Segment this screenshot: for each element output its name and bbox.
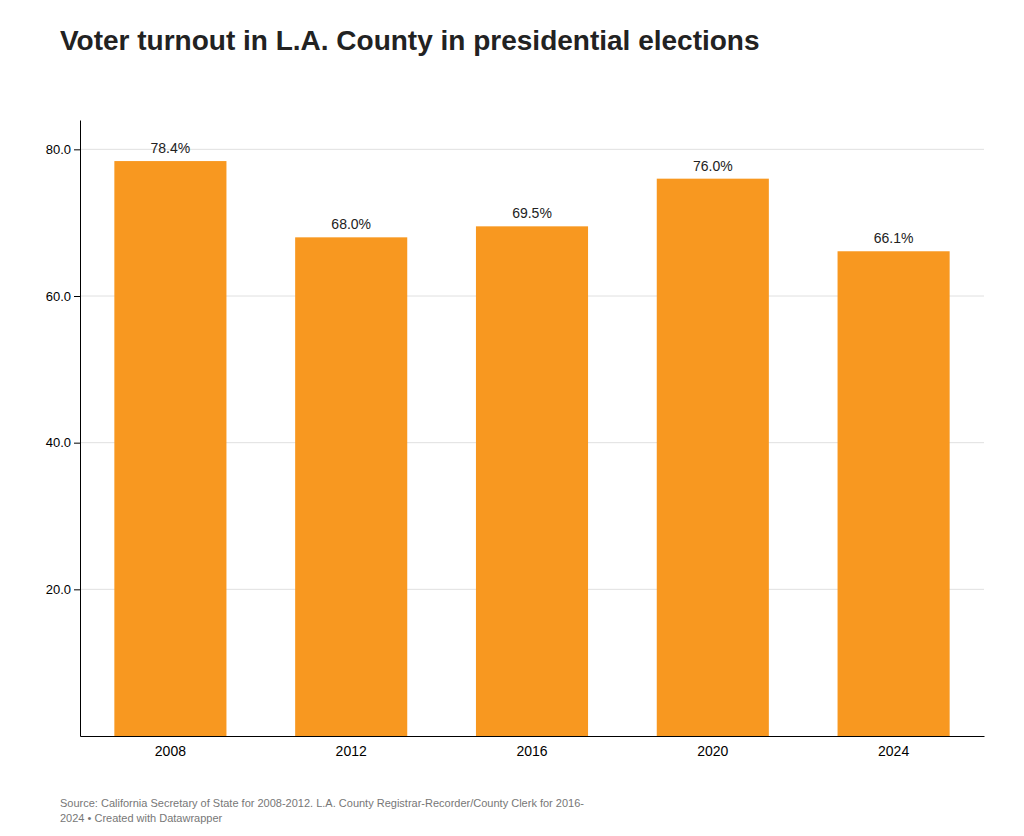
- y-tick-label: 80.0: [46, 142, 71, 157]
- chart: Voter turnout in L.A. County in presiden…: [0, 0, 1024, 836]
- bar: [476, 226, 588, 736]
- bars: [114, 161, 949, 736]
- y-tick-label: 60.0: [46, 289, 71, 304]
- source-line: 2024 • Created with Datawrapper: [60, 812, 223, 824]
- y-axis: 20.0 40.0 60.0 80.0: [46, 121, 81, 737]
- x-tick: 2016: [516, 736, 547, 759]
- data-label: 78.4%: [151, 140, 191, 156]
- data-label: 66.1%: [874, 230, 914, 246]
- y-axis-line: [80, 121, 81, 737]
- bar: [114, 161, 226, 736]
- data-labels: 78.4% 68.0% 69.5% 76.0% 66.1%: [151, 140, 914, 246]
- x-axis-line: [81, 736, 985, 737]
- y-tick-mark: [74, 149, 80, 150]
- y-tick: 80.0: [46, 142, 80, 157]
- bar: [295, 237, 407, 736]
- x-tick-label: 2012: [336, 743, 367, 759]
- plot: 20.0 40.0 60.0 80.0 2008 2012 2016 2020 2024 78.4…: [46, 121, 985, 759]
- x-tick-label: 2020: [697, 743, 728, 759]
- grid-line: [80, 149, 984, 150]
- x-tick-label: 2008: [155, 743, 186, 759]
- x-tick: 2020: [697, 736, 728, 759]
- y-tick-label: 40.0: [46, 435, 71, 450]
- y-tick-mark: [74, 443, 80, 444]
- x-tick: 2024: [878, 736, 909, 759]
- bar: [657, 179, 769, 736]
- y-tick: 40.0: [46, 435, 80, 450]
- x-tick: 2012: [336, 736, 367, 759]
- y-tick-label: 20.0: [46, 582, 71, 597]
- data-label: 68.0%: [331, 216, 371, 232]
- x-axis: 2008 2012 2016 2020 2024: [81, 736, 985, 759]
- x-tick-label: 2024: [878, 743, 909, 759]
- data-label: 69.5%: [512, 205, 552, 221]
- y-tick-mark: [74, 589, 80, 590]
- source: Source: California Secretary of State fo…: [60, 797, 584, 824]
- y-tick: 60.0: [46, 289, 80, 304]
- x-tick: 2008: [155, 736, 186, 759]
- bar: [838, 251, 950, 736]
- x-tick-label: 2016: [516, 743, 547, 759]
- y-tick-mark: [74, 296, 80, 297]
- title: Voter turnout in L.A. County in presiden…: [60, 25, 760, 56]
- source-line: Source: California Secretary of State fo…: [60, 797, 584, 809]
- y-tick: 20.0: [46, 582, 80, 597]
- data-label: 76.0%: [693, 158, 733, 174]
